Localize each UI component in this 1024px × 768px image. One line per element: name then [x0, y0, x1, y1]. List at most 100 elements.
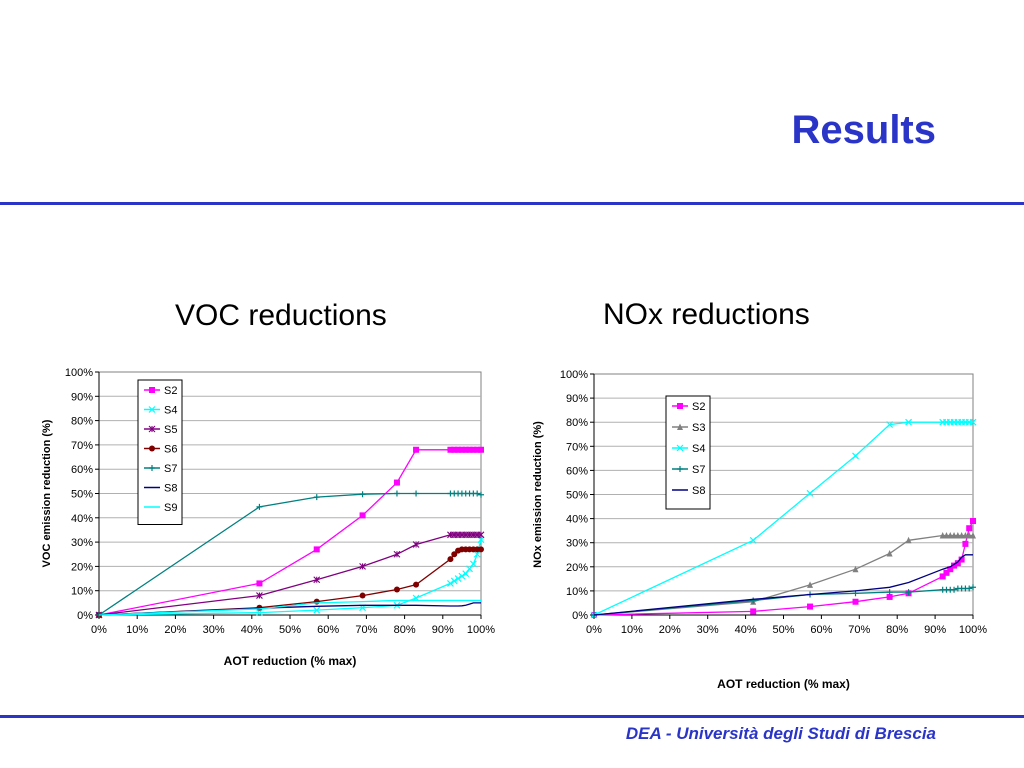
voc-y-tick-label: 70%	[71, 440, 93, 452]
nox-y-tick-label: 20%	[566, 562, 588, 574]
voc-y-axis-title: VOC emission reduction (%)	[41, 419, 53, 567]
voc-y-tick-label: 60%	[71, 464, 93, 476]
voc-x-tick-label: 50%	[279, 624, 301, 636]
nox-series-s2-point	[962, 540, 969, 547]
nox-x-tick-label: 50%	[772, 624, 794, 636]
voc-series-s2-point	[451, 446, 458, 453]
slide-title: Results	[791, 108, 937, 152]
nox-legend-s4-label: S4	[692, 443, 705, 455]
voc-legend-s4-marker	[148, 406, 156, 413]
voc-series-s2-point	[313, 546, 320, 553]
nox-series-s2-point	[951, 562, 958, 569]
voc-y-tick-label: 80%	[71, 416, 93, 428]
voc-x-tick-label: 80%	[394, 624, 416, 636]
voc-y-tick-label: 10%	[71, 586, 93, 598]
voc-series-s7-point	[413, 490, 420, 497]
nox-series-s3-point	[886, 550, 893, 557]
nox-y-tick-label: 90%	[566, 393, 588, 405]
voc-series-s2-point	[458, 446, 465, 453]
nox-x-tick-label: 30%	[697, 624, 719, 636]
nox-series-s3-point	[947, 531, 954, 539]
nox-y-tick-label: 60%	[566, 465, 588, 477]
nox-x-tick-label: 20%	[659, 624, 681, 636]
voc-series-s2-point	[455, 446, 462, 453]
nox-legend-s3-marker	[677, 423, 683, 430]
voc-series-s2-point	[359, 512, 366, 519]
voc-series-s5-point	[393, 550, 401, 558]
nox-legend-s7-label: S7	[692, 464, 705, 476]
voc-legend-s7-marker	[149, 465, 155, 471]
nox-series-s4-point	[806, 489, 814, 497]
voc-x-tick-label: 10%	[126, 624, 148, 636]
nox-x-axis-title: AOT reduction (% max)	[717, 677, 850, 691]
voc-series-s6-point	[447, 556, 454, 563]
nox-x-tick-label: 70%	[848, 624, 870, 636]
voc-x-tick-label: 20%	[164, 624, 186, 636]
nox-series-s7-point	[951, 586, 958, 593]
nox-series-s8-line	[593, 554, 973, 616]
nox-series-s2-point	[954, 560, 961, 567]
nox-y-tick-label: 40%	[566, 514, 588, 526]
voc-series-s2-point	[413, 446, 420, 453]
voc-series-s4-point	[469, 560, 477, 568]
nox-series-s2-point	[958, 556, 965, 563]
nox-series-s4-point	[969, 418, 977, 426]
voc-series-s4-point	[454, 575, 462, 582]
voc-series-s2-point	[256, 580, 263, 587]
voc-series-s2-point	[478, 446, 484, 453]
voc-series-s7-point	[393, 490, 400, 497]
nox-series-s4-point	[886, 421, 894, 429]
nox-series-s2-point	[852, 598, 859, 605]
nox-series-s3-point	[962, 531, 969, 539]
nox-y-tick-label: 10%	[566, 586, 588, 598]
voc-series-s6-point	[359, 592, 366, 599]
voc-legend-s8-label: S8	[164, 483, 177, 495]
nox-y-tick-label: 50%	[566, 490, 588, 502]
voc-series-s2-point	[393, 479, 400, 486]
nox-series-s3-point	[954, 531, 961, 539]
voc-series-s5-point	[313, 576, 321, 584]
voc-series-s4-point	[473, 550, 481, 558]
nox-series-s2-point	[807, 603, 814, 610]
voc-legend-s6-marker	[149, 445, 155, 452]
nox-series-s3-point	[807, 581, 814, 588]
nox-y-tick-label: 100%	[560, 369, 588, 381]
voc-legend-box	[137, 379, 183, 525]
voc-legend-s5-marker	[148, 425, 156, 433]
nox-chart-heading: NOx reductions	[603, 298, 810, 331]
voc-x-tick-label: 0%	[91, 624, 107, 636]
voc-y-tick-label: 30%	[71, 537, 93, 549]
nox-series-s4-point	[905, 418, 912, 426]
nox-series-s3-point	[943, 531, 950, 539]
voc-legend-s6-label: S6	[164, 444, 177, 456]
nox-series-s2-line	[593, 520, 974, 616]
voc-series-s6-point	[413, 581, 420, 588]
voc-series-s2-point	[462, 446, 469, 453]
nox-x-tick-label: 40%	[735, 624, 757, 636]
voc-series-s9-line	[98, 599, 481, 616]
voc-series-s8-line	[98, 602, 481, 616]
nox-y-tick-label: 70%	[566, 441, 588, 453]
voc-series-s4-point	[256, 609, 263, 616]
voc-series-s5-point	[256, 592, 263, 599]
voc-series-s5-point	[359, 563, 366, 570]
nox-series-s3-point	[958, 531, 965, 539]
nox-y-tick-label: 80%	[566, 417, 588, 429]
voc-x-tick-label: 40%	[241, 624, 263, 636]
nox-series-s4-point	[852, 452, 859, 460]
voc-y-tick-label: 0%	[77, 610, 93, 622]
voc-chart-heading: VOC reductions	[175, 299, 387, 332]
bottom-divider	[0, 715, 1024, 718]
voc-legend-s2-label: S2	[164, 385, 177, 397]
nox-series-s4-point	[749, 536, 757, 544]
nox-series-s3-line	[593, 534, 973, 616]
nox-legend-s4-marker	[676, 444, 684, 452]
voc-legend-s9-label: S9	[164, 502, 177, 514]
voc-series-s6-point	[478, 546, 484, 553]
nox-legend-s2-marker	[677, 403, 683, 409]
voc-series-s7-point	[478, 491, 484, 498]
nox-series-s2-point	[970, 518, 976, 525]
voc-x-tick-label: 100%	[467, 624, 495, 636]
voc-series-s5-point	[477, 531, 485, 539]
